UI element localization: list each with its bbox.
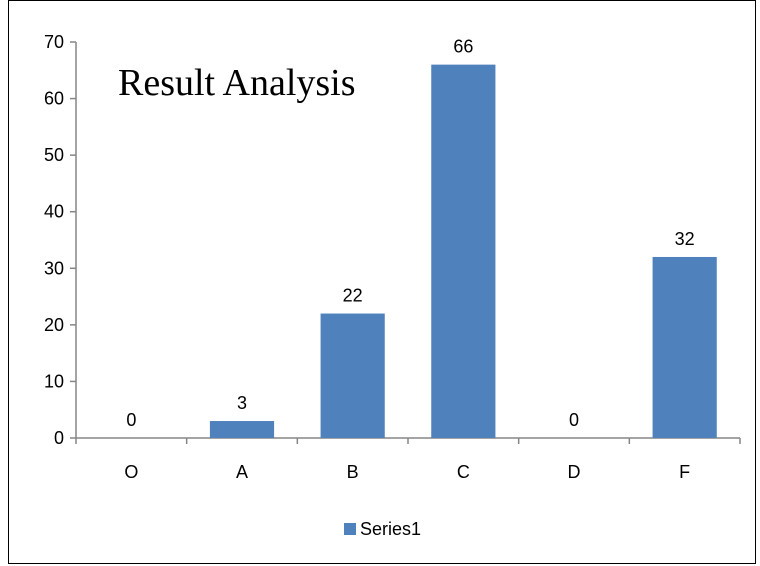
x-tick-label-f: F	[679, 462, 690, 482]
bar-f	[652, 256, 717, 438]
data-labels: 0 3 22 66 0 32	[126, 37, 694, 430]
y-tick-label: 50	[44, 145, 64, 165]
legend: Series1	[344, 519, 421, 539]
data-label-o: 0	[126, 410, 136, 430]
data-label-f: 32	[675, 229, 695, 249]
legend-label-series1: Series1	[360, 519, 421, 539]
x-tick-label-a: A	[236, 462, 248, 482]
bars	[209, 64, 717, 438]
y-tick-label: 30	[44, 258, 64, 278]
x-tick-label-o: O	[124, 462, 138, 482]
y-tick-label: 40	[44, 202, 64, 222]
bar-b	[320, 313, 385, 438]
data-label-c: 66	[453, 37, 473, 57]
y-tick-label: 20	[44, 315, 64, 335]
data-label-d: 0	[569, 410, 579, 430]
x-tick-label-b: B	[347, 462, 359, 482]
y-tick-label: 10	[44, 371, 64, 391]
x-tick-label-d: D	[568, 462, 581, 482]
chart-title: Result Analysis	[118, 62, 356, 104]
bar-a	[209, 421, 275, 438]
data-label-b: 22	[343, 286, 363, 306]
y-tick-label: 70	[44, 32, 64, 52]
bar-c	[431, 64, 496, 438]
y-tick-label: 60	[44, 89, 64, 109]
legend-swatch-series1	[344, 523, 356, 535]
y-tick-label: 0	[54, 428, 64, 448]
x-tick-label-c: C	[457, 462, 470, 482]
chart-frame	[8, 0, 756, 564]
data-label-a: 3	[237, 393, 247, 413]
